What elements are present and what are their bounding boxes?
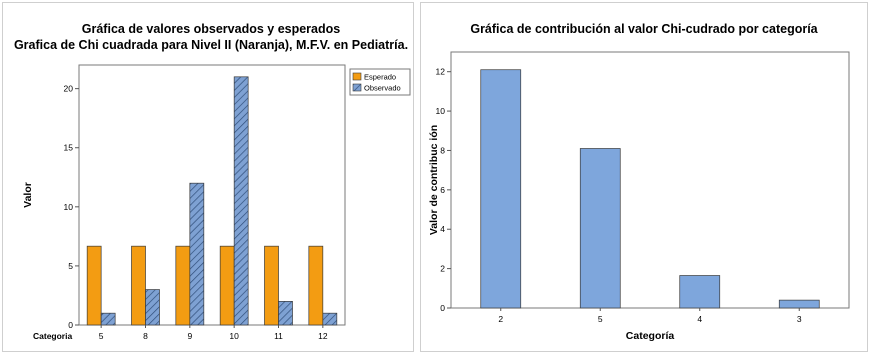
x-tick-label: 12 [318, 331, 328, 341]
bar-observado-12 [322, 312, 338, 326]
chart-title: Gráfica de contribución al valor Chi-cud… [470, 22, 818, 36]
contribution-chart-panel: Gráfica de contribución al valor Chi-cud… [420, 2, 868, 352]
axes-group: 0 2 4 6 8 10 12 2 5 4 3 [436, 67, 802, 324]
observed-expected-chart-panel: Gráfica de valores observados y esperado… [2, 2, 414, 352]
bar-category-4 [679, 275, 721, 309]
y-tick-label: 5 [68, 261, 73, 271]
y-tick-label: 15 [64, 143, 74, 153]
bars-group [480, 69, 820, 309]
plot-frame [78, 64, 346, 326]
legend-label-esperado: Esperado [364, 73, 396, 82]
bar-observado-11 [278, 301, 293, 326]
bar-category-3 [778, 299, 820, 309]
legend-swatch-esperado [352, 72, 362, 81]
bars-group [86, 76, 338, 326]
observed-expected-chart: Gráfica de valores observados y esperado… [14, 22, 411, 341]
y-tick-label: 20 [64, 84, 74, 94]
x-tick-label: 5 [598, 314, 603, 324]
bar-esperado-8 [131, 245, 146, 326]
y-tick-label: 8 [440, 145, 445, 155]
bar-observado-9 [189, 182, 205, 326]
y-tick-label: 2 [440, 264, 445, 274]
x-axis-label: Categoría [626, 330, 675, 342]
bar-observado-8 [145, 289, 160, 326]
y-tick-label: 10 [64, 202, 74, 212]
y-tick-label: 4 [440, 224, 445, 234]
bar-observado-10 [233, 76, 249, 326]
legend-label-observado: Observado [364, 84, 401, 93]
y-tick-label: 0 [440, 303, 445, 313]
x-tick-label: 4 [697, 314, 702, 324]
axes-group: 0 5 10 15 20 5 8 9 10 11 12 [64, 84, 328, 341]
x-tick-label: 3 [797, 314, 802, 324]
chart-subtitle: Grafica de Chi cuadrada para Nivel II (N… [14, 38, 408, 52]
x-axis-label: Categoria [33, 331, 72, 341]
y-tick-label: 12 [436, 67, 446, 77]
y-tick-label: 10 [436, 106, 446, 116]
contribution-chart: Gráfica de contribución al valor Chi-cud… [428, 22, 850, 342]
bar-esperado-10 [219, 245, 235, 326]
legend-swatch-observado [352, 83, 362, 92]
bar-esperado-5 [86, 245, 102, 326]
x-tick-label: 9 [187, 331, 192, 341]
bar-category-5 [579, 148, 621, 309]
y-axis-label: Valor de contribuc ión [428, 125, 440, 235]
bar-observado-5 [100, 312, 116, 326]
chart-title: Gráfica de valores observados y esperado… [82, 22, 341, 36]
x-tick-label: 11 [274, 331, 283, 341]
plot-frame [450, 51, 850, 309]
x-tick-label: 8 [143, 331, 148, 341]
bar-esperado-11 [264, 245, 279, 326]
bar-esperado-9 [175, 245, 191, 326]
x-tick-label: 10 [229, 331, 239, 341]
y-tick-label: 0 [68, 320, 73, 330]
x-tick-label: 2 [498, 314, 503, 324]
y-axis-label: Valor [22, 182, 34, 208]
bar-category-2 [480, 69, 522, 309]
y-tick-label: 6 [440, 185, 445, 195]
legend: Esperado Observado [349, 68, 411, 96]
bar-esperado-12 [308, 245, 324, 326]
x-tick-label: 5 [99, 331, 104, 341]
